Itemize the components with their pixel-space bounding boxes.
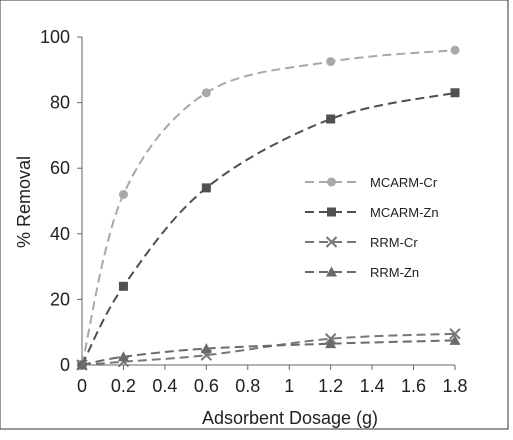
data-point: [76, 359, 88, 370]
data-point: [200, 343, 212, 354]
y-tick-label: 100: [40, 27, 70, 47]
legend-label: MCARM-Cr: [370, 175, 438, 190]
y-tick-label: 0: [60, 355, 70, 375]
series-rrm-cr: [76, 328, 461, 371]
legend-marker: [327, 207, 336, 217]
x-tick-label: 0.8: [235, 376, 260, 396]
series-line: [81, 91, 456, 366]
series-mcarm-cr: [77, 45, 460, 370]
series-rrm-zn: [76, 334, 461, 370]
series-line: [81, 339, 456, 366]
x-tick-label: 0.6: [194, 376, 219, 396]
data-point: [117, 351, 129, 362]
legend-marker: [326, 266, 337, 277]
legend-label: MCARM-Zn: [370, 205, 439, 220]
plot-frame: [0, 0, 509, 430]
legend: MCARM-Cr MCARM-Zn RRM-Cr RRM-Zn: [305, 175, 439, 280]
x-tick-label: 1.8: [442, 376, 467, 396]
data-point: [449, 334, 461, 345]
y-tick-label: 40: [50, 224, 70, 244]
legend-marker: [327, 177, 336, 187]
legend-marker: [325, 236, 338, 248]
legend-item: MCARM-Cr: [305, 175, 438, 190]
legend-item: RRM-Cr: [305, 235, 418, 250]
series-line: [81, 332, 456, 366]
x-tick-label: 1.2: [318, 376, 343, 396]
legend-label: RRM-Zn: [370, 265, 419, 280]
data-point: [201, 183, 211, 193]
x-tick-label: 1.6: [401, 376, 426, 396]
legend-label: RRM-Cr: [370, 235, 418, 250]
data-point: [118, 189, 128, 199]
x-tick-label: 1: [284, 376, 294, 396]
data-point: [118, 281, 128, 291]
x-tick-label: 0.2: [111, 376, 136, 396]
y-tick-label: 20: [50, 289, 70, 309]
data-point: [449, 328, 461, 340]
data-point: [201, 88, 211, 98]
data-point: [326, 114, 336, 124]
x-axis-title: Adsorbent Dosage (g): [202, 408, 378, 428]
y-tick-label: 80: [50, 93, 70, 113]
data-point: [450, 45, 460, 55]
axes: 0 20 40 60 80 100 0 0.2 0.4 0.6 0.8 1 1.2 1.4 1.6 1.8: [40, 27, 468, 396]
y-tick-label: 60: [50, 158, 70, 178]
x-tick-label: 1.4: [360, 376, 385, 396]
legend-item: RRM-Zn: [305, 265, 419, 280]
series-mcarm-zn: [77, 88, 460, 370]
data-point: [450, 88, 460, 98]
data-point: [325, 338, 337, 349]
legend-item: MCARM-Zn: [305, 205, 439, 220]
series-layer: [76, 45, 461, 371]
data-point: [326, 57, 336, 67]
x-tick-label: 0: [77, 376, 87, 396]
y-axis-title: % Removal: [14, 156, 34, 248]
x-tick-label: 0.4: [152, 376, 177, 396]
